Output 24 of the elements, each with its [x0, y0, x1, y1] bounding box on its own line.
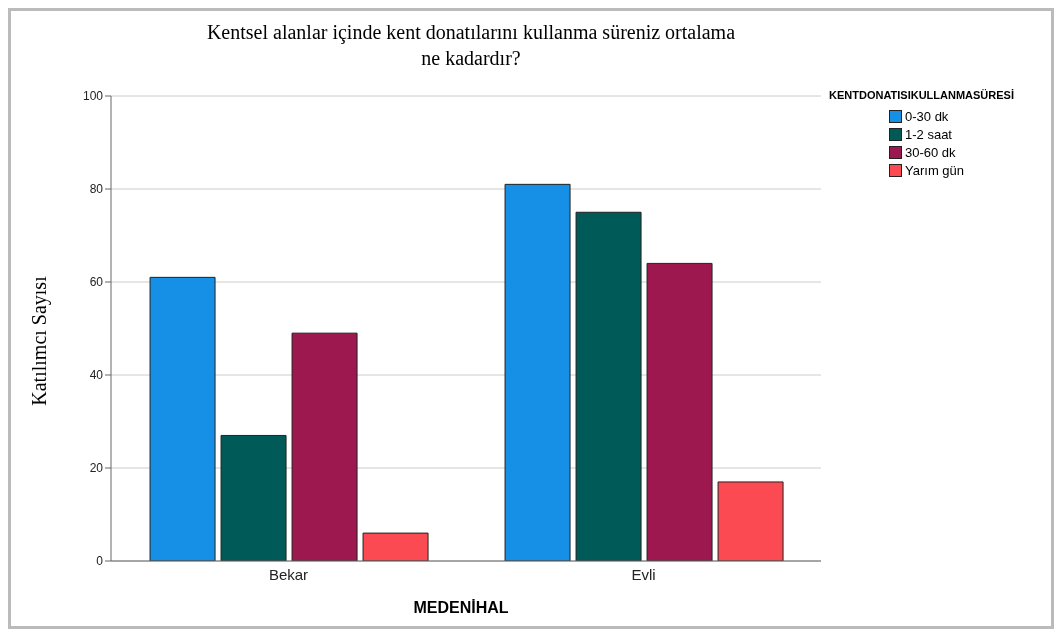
y-tick-label: 60 [89, 275, 104, 290]
chart-title: Kentsel alanlar içinde kent donatılarını kullanma süreniz ortalama ne kadardır? [205, 20, 737, 71]
y-axis-title: Katılımcı Sayısı [27, 276, 51, 406]
legend-label: 1-2 saat [905, 126, 952, 142]
bar [220, 434, 287, 561]
legend-label: 0-30 dk [905, 108, 949, 124]
y-tick-label: 100 [82, 89, 104, 104]
x-tick-label: Evli [631, 565, 656, 583]
legend-label: 30-60 dk [905, 144, 956, 160]
y-tick-label: 20 [89, 461, 104, 476]
bar [575, 211, 642, 561]
bar [291, 332, 358, 561]
legend-label: Yarım gün [905, 162, 965, 178]
legend-title: KENTDONATISIKULLANMASÜRESİ [829, 89, 1015, 101]
bar [717, 481, 784, 561]
x-tick-label: Bekar [268, 565, 309, 583]
bar [504, 183, 571, 561]
bar [149, 276, 216, 561]
bar [646, 262, 713, 561]
x-axis-title: MEDENİHAL [412, 599, 510, 617]
bar [362, 532, 429, 561]
y-tick-label: 80 [89, 182, 104, 197]
y-tick-label: 0 [96, 554, 104, 569]
y-tick-label: 40 [89, 368, 104, 383]
